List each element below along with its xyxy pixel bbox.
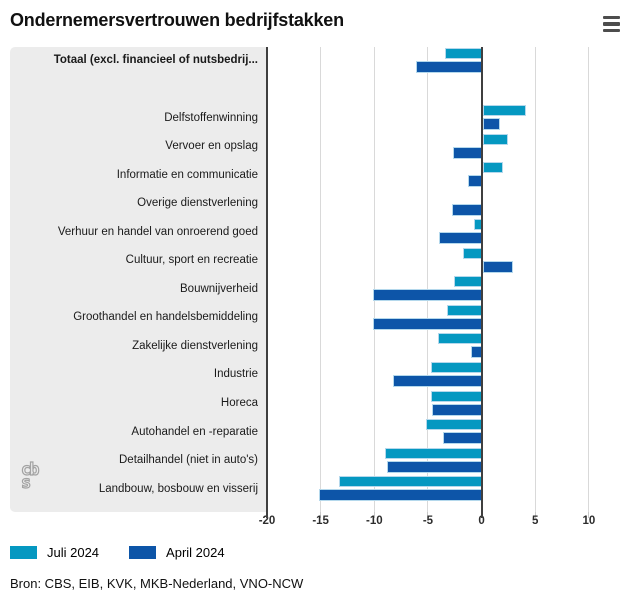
legend-label: April 2024	[166, 544, 225, 560]
bar-juli-2024	[482, 105, 526, 116]
zero-axis-line	[480, 47, 483, 518]
bar-juli-2024	[431, 390, 482, 402]
bar-juli-2024	[425, 419, 482, 431]
legend-swatch-april	[129, 545, 157, 559]
page-title: Ondernemersvertrouwen bedrijfstakken	[10, 10, 344, 30]
category-label: Detailhandel (niet in auto's)	[119, 454, 258, 467]
bar-april-2024	[318, 489, 482, 502]
x-axis-label--15: -15	[312, 515, 329, 527]
axis-tick--5	[427, 512, 429, 518]
legend-item-juli-2024[interactable]: Juli 2024	[10, 545, 99, 560]
category-label: Vervoer en opslag	[165, 140, 258, 153]
bar-april-2024	[451, 203, 482, 216]
bar-juli-2024	[463, 247, 482, 259]
bar-april-2024	[482, 118, 500, 130]
x-axis-label--20: -20	[258, 515, 276, 527]
bar-april-2024	[373, 317, 482, 330]
hamburger-bar	[603, 22, 620, 26]
bar-april-2024	[452, 146, 482, 159]
bar-april-2024	[482, 260, 513, 273]
bar-april-2024	[467, 175, 482, 188]
cbs-logo-bottom: s	[20, 473, 32, 493]
bar-chart: cb s -20 -15 -10 -5 0 5 10 Totaal (excl. financ…	[0, 47, 629, 529]
x-axis-label-5: 5	[532, 515, 539, 527]
x-axis-label--5: -5	[422, 515, 434, 527]
gridline--10	[373, 47, 375, 512]
bar-april-2024	[442, 432, 482, 445]
gridline--15	[320, 47, 322, 512]
bar-april-2024	[432, 403, 482, 416]
hamburger-bar	[603, 28, 620, 33]
legend-label: Juli 2024	[47, 544, 100, 560]
bar-juli-2024	[482, 133, 509, 145]
x-axis-label--10: -10	[365, 515, 383, 527]
category-label: Verhuur en handel van onroerend goed	[57, 225, 258, 238]
bar-april-2024	[392, 374, 482, 387]
category-label-panel	[10, 47, 266, 512]
category-label: Delfstoffenwinning	[164, 111, 258, 124]
bar-juli-2024	[431, 361, 482, 373]
cbs-logo: cb s	[20, 460, 40, 493]
category-label: Informatie en communicatie	[116, 168, 258, 181]
hamburger-menu-icon[interactable]	[598, 14, 620, 34]
axis-tick--10	[373, 512, 375, 518]
bar-juli-2024	[453, 276, 482, 288]
gridline-5	[534, 47, 536, 512]
bar-april-2024	[416, 60, 482, 73]
chart-legend: Juli 2024 April 2024	[10, 543, 239, 561]
axis-tick-10	[588, 512, 590, 518]
bar-juli-2024	[482, 162, 503, 174]
chart-header: Ondernemersvertrouwen bedrijfstakken	[10, 6, 621, 40]
bar-juli-2024	[447, 304, 482, 316]
source-line: Bron: CBS, EIB, KVK, MKB-Nederland, VNO-…	[10, 576, 304, 591]
category-label: Zakelijke dienstverlening	[132, 339, 258, 352]
category-label: Cultuur, sport en recreatie	[125, 254, 258, 267]
bar-april-2024	[373, 289, 482, 302]
category-label: Totaal (excl. financieel of nutsbedrij..…	[53, 54, 258, 66]
x-axis-label-0: 0	[478, 515, 485, 527]
bar-juli-2024	[338, 476, 482, 488]
category-label: Landbouw, bosbouw en visserij	[98, 482, 258, 495]
bar-april-2024	[438, 232, 482, 245]
bar-juli-2024	[437, 333, 482, 345]
hamburger-bar	[603, 15, 620, 20]
axis-tick--15	[320, 512, 322, 518]
category-label: Autohandel en -reparatie	[131, 425, 258, 438]
gridline--5	[427, 47, 429, 512]
bar-april-2024	[387, 460, 482, 473]
category-label: Industrie	[213, 368, 258, 381]
axis-tick-5	[534, 512, 536, 518]
x-axis-label-10: 10	[582, 515, 596, 527]
axis-line-minus20	[266, 47, 268, 518]
legend-swatch-juli	[10, 545, 37, 559]
category-label: Horeca	[220, 397, 258, 409]
category-label: Overige dienstverlening	[137, 197, 258, 210]
cbs-logo-top: cb	[20, 460, 40, 480]
legend-item-april-2024[interactable]: April 2024	[129, 545, 225, 560]
category-label: Groothandel en handelsbemiddeling	[73, 311, 258, 324]
gridline-10	[588, 47, 590, 512]
category-label: Bouwnijverheid	[180, 282, 258, 295]
bar-juli-2024	[385, 447, 482, 459]
bar-juli-2024	[445, 47, 482, 59]
